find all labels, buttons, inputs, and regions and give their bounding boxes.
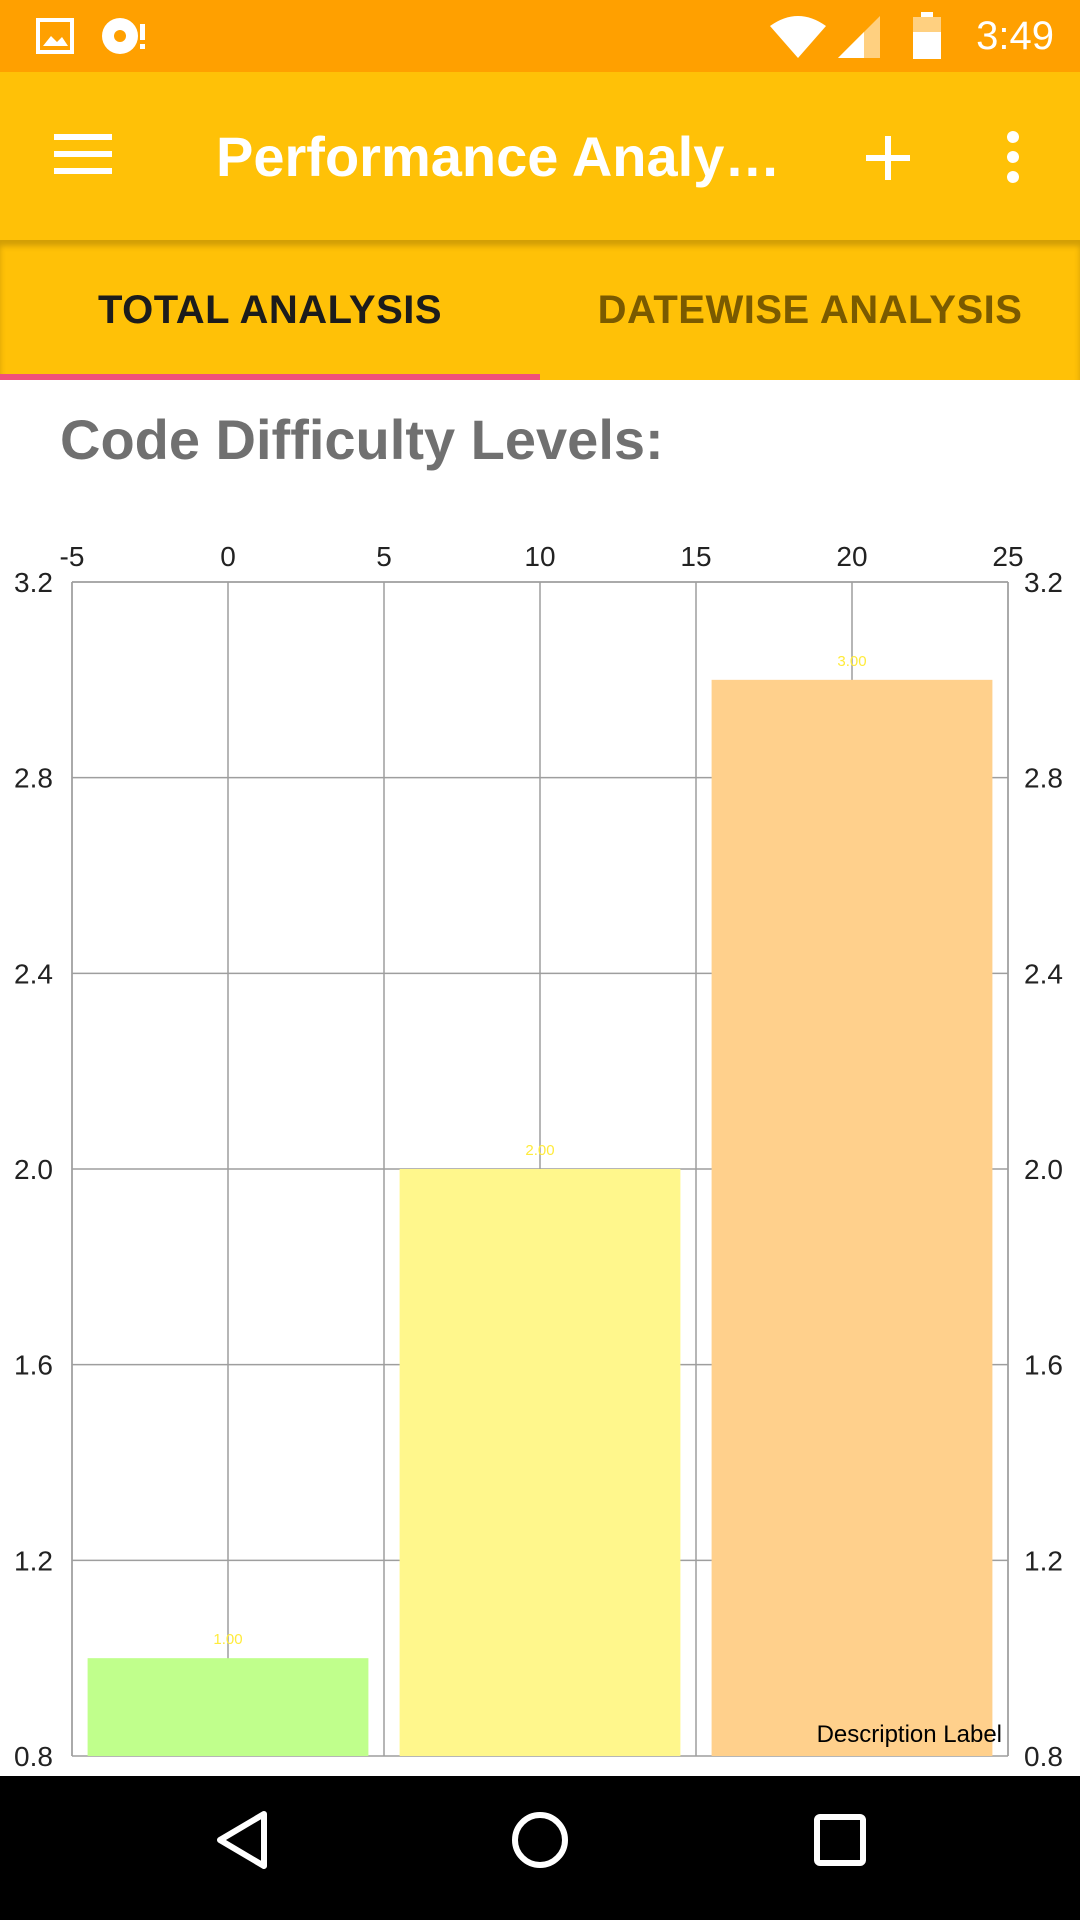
- y-tick-label-left: 2.4: [14, 958, 53, 989]
- status-bar: 3:49: [0, 0, 1080, 72]
- cell-signal-icon: [838, 16, 880, 58]
- chart-description-label: Description Label: [817, 1721, 1002, 1748]
- more-vert-icon[interactable]: [1002, 130, 1024, 184]
- nav-bar: [0, 1776, 1080, 1920]
- back-icon[interactable]: [214, 1810, 270, 1870]
- sync-disc-icon: [102, 18, 145, 54]
- x-tick-label: 10: [524, 541, 555, 572]
- x-tick-label: 15: [680, 541, 711, 572]
- y-tick-label-left: 3.2: [14, 567, 53, 598]
- add-icon[interactable]: [866, 136, 910, 180]
- bar-chart: 1.00 2.00 3.00 -5 0 5 10 15 20 25 0.8 0.8 1.2 1.2 1.6 1…: [14, 541, 1063, 1772]
- tab-bar: TOTAL ANALYSIS DATEWISE ANALYSIS: [0, 240, 1080, 380]
- home-icon[interactable]: [510, 1810, 570, 1870]
- x-tick-label: 0: [220, 541, 236, 572]
- y-tick-label-left: 0.8: [14, 1741, 53, 1772]
- tab-datewise-analysis[interactable]: DATEWISE ANALYSIS: [597, 287, 1023, 332]
- y-tick-label-left: 2.0: [14, 1154, 53, 1185]
- bar: [711, 679, 993, 1757]
- y-tick-label-right: 2.8: [1024, 763, 1063, 794]
- x-tick-label: 5: [376, 541, 392, 572]
- bar: [399, 1169, 681, 1756]
- bar-value-label: 3.00: [837, 653, 866, 670]
- x-tick-label: 20: [836, 541, 867, 572]
- status-time: 3:49: [976, 14, 1054, 58]
- bar-value-label: 2.00: [525, 1142, 554, 1159]
- bar-value-label: 1.00: [213, 1631, 242, 1648]
- image-icon: [36, 18, 74, 54]
- y-tick-label-right: 2.4: [1024, 958, 1063, 989]
- y-tick-label-left: 1.2: [14, 1545, 53, 1576]
- app-bar: [0, 72, 1080, 240]
- menu-icon[interactable]: [54, 132, 112, 176]
- y-tick-label-right: 1.6: [1024, 1350, 1063, 1381]
- x-tick-label: 25: [992, 541, 1023, 572]
- y-tick-label-right: 3.2: [1024, 567, 1063, 598]
- y-tick-label-left: 2.8: [14, 763, 53, 794]
- app-title: Performance Analy…: [216, 125, 776, 188]
- tab-indicator: [0, 374, 540, 380]
- y-tick-label-right: 1.2: [1024, 1545, 1063, 1576]
- y-tick-label-right: 2.0: [1024, 1154, 1063, 1185]
- recents-icon[interactable]: [814, 1814, 866, 1866]
- battery-icon: [913, 12, 941, 59]
- y-tick-label-right: 0.8: [1024, 1741, 1063, 1772]
- bar: [87, 1658, 369, 1756]
- y-tick-label-left: 1.6: [14, 1350, 53, 1381]
- tab-total-analysis[interactable]: TOTAL ANALYSIS: [97, 287, 443, 332]
- x-tick-label: -5: [60, 541, 85, 572]
- section-title: Code Difficulty Levels:: [60, 408, 664, 471]
- wifi-icon: [770, 16, 826, 58]
